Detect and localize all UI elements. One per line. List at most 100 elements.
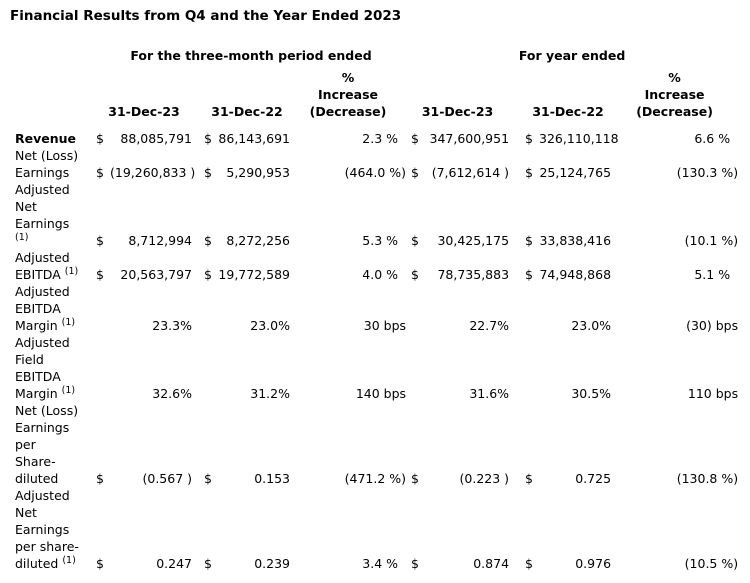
pct-change-cell: (130.3 %): [676, 165, 739, 180]
pct-change-cell: 5.1 %: [694, 267, 731, 282]
table-row: Adjusted EBITDA (1) $20,563,797 $19,772,589…: [10, 249, 738, 283]
pct-change-cell: (471.2 %): [344, 471, 407, 486]
table-row: Revenue $88,085,791 $86,143,691 2.3 % $347,6…: [10, 120, 738, 147]
value-cell: 0.976: [575, 556, 612, 571]
column-header-row: 31-Dec-23 31-Dec-22 % Increase (Decrease…: [10, 69, 738, 120]
footnote-marker: (1): [62, 555, 76, 566]
pct-change-cell: 3.4 %: [362, 556, 399, 571]
value-cell: 22.7%: [469, 318, 510, 333]
value-cell: 0.153: [254, 471, 290, 486]
table-row: Adjusted Net Earnings per share-diluted (1)…: [10, 487, 738, 572]
currency-symbol: [192, 283, 218, 334]
row-label: Net (Loss) Earnings: [15, 148, 79, 180]
page-title: Financial Results from Q4 and the Year E…: [10, 8, 402, 24]
currency-symbol: [192, 334, 218, 402]
table-row: Adjusted Field EBITDA Margin (1) 32.6% 31.2% 1…: [10, 334, 738, 402]
currency-symbol: [96, 283, 110, 334]
label-column-spacer: [10, 69, 96, 120]
currency-symbol: $: [204, 267, 212, 282]
value-cell: 0.239: [254, 556, 290, 571]
currency-symbol: [406, 334, 425, 402]
value-cell: 33,838,416: [539, 233, 612, 248]
value-cell: 30.5%: [571, 386, 612, 401]
currency-symbol: $: [96, 131, 104, 146]
value-cell: 20,563,797: [120, 267, 192, 282]
table-row: Net (Loss) Earnings per Share-diluted $ (0.56…: [10, 402, 738, 487]
value-cell: 78,735,883: [437, 267, 510, 282]
value-cell: 25,124,765: [539, 165, 612, 180]
row-label: Adjusted EBITDA (1): [15, 250, 79, 282]
pct-change-cell: 140 bps: [355, 386, 407, 401]
currency-symbol: $: [411, 471, 419, 486]
value-cell: 74,948,868: [539, 267, 612, 282]
currency-symbol: $: [411, 165, 419, 180]
col-header-y-pct-change: % Increase (Decrease): [636, 70, 713, 119]
value-cell: 31.6%: [469, 386, 510, 401]
currency-symbol: $: [525, 471, 533, 486]
currency-symbol: [509, 283, 539, 334]
value-cell: 86,143,691: [218, 131, 290, 146]
row-label: Adjusted EBITDA Margin (1): [15, 284, 76, 333]
pct-change-cell: 4.0 %: [362, 267, 399, 282]
currency-symbol: $: [525, 233, 533, 248]
currency-symbol: $: [525, 165, 533, 180]
pct-change-cell: (130.8 %): [676, 471, 739, 486]
currency-symbol: [96, 334, 110, 402]
currency-symbol: [406, 283, 425, 334]
group-header-three-month: For the three-month period ended: [130, 48, 372, 63]
col-header-q-date1: 31-Dec-23: [108, 104, 180, 119]
value-cell: 23.0%: [571, 318, 612, 333]
currency-symbol: $: [96, 471, 104, 486]
pct-change-cell: (10.1 %): [684, 233, 739, 248]
value-cell: (19,260,833 ): [110, 165, 196, 180]
currency-symbol: $: [411, 131, 419, 146]
currency-symbol: $: [411, 556, 419, 571]
col-header-y-date2: 31-Dec-22: [532, 104, 604, 119]
currency-symbol: $: [204, 233, 212, 248]
label-column-spacer: [10, 25, 96, 69]
pct-change-cell: 6.6 %: [694, 131, 731, 146]
table-body: Revenue $88,085,791 $86,143,691 2.3 % $347,6…: [10, 120, 738, 572]
value-cell: 23.3%: [152, 318, 192, 333]
row-label: Adjusted Net Earnings (1): [15, 182, 70, 243]
row-label: Net (Loss) Earnings per Share-diluted: [15, 403, 79, 486]
row-label: Adjusted Field EBITDA Margin (1): [15, 335, 76, 401]
pct-change-cell: (10.5 %): [684, 556, 739, 571]
footnote-marker: (1): [61, 385, 76, 396]
value-cell: 0.247: [156, 556, 192, 571]
currency-symbol: $: [411, 267, 419, 282]
value-cell: (0.567 ): [142, 471, 192, 486]
row-label: Revenue: [15, 131, 77, 146]
value-cell: 8,272,256: [226, 233, 290, 248]
value-cell: 30,425,175: [437, 233, 510, 248]
pct-change-cell: 30 bps: [363, 318, 407, 333]
row-label: Adjusted Net Earnings per share-diluted (1): [15, 488, 79, 571]
col-header-q-pct-change: % Increase (Decrease): [309, 70, 387, 119]
value-cell: 8,712,994: [128, 233, 192, 248]
currency-symbol: [509, 334, 539, 402]
table-row: Net (Loss) Earnings $ (19,260,833 ) $5,290,9…: [10, 147, 738, 181]
value-cell: 88,085,791: [120, 131, 192, 146]
pct-change-cell: 2.3 %: [362, 131, 399, 146]
currency-symbol: $: [96, 165, 104, 180]
currency-symbol: $: [204, 556, 212, 571]
value-cell: (0.223 ): [459, 471, 510, 486]
value-cell: (7,612,614 ): [431, 165, 510, 180]
currency-symbol: $: [96, 233, 104, 248]
currency-symbol: $: [204, 471, 212, 486]
currency-symbol: $: [525, 267, 533, 282]
value-cell: 19,772,589: [218, 267, 290, 282]
currency-symbol: $: [204, 165, 212, 180]
group-header-year: For year ended: [518, 48, 626, 63]
table-row: Adjusted EBITDA Margin (1) 23.3% 23.0% 30 bps…: [10, 283, 738, 334]
value-cell: 347,600,951: [429, 131, 510, 146]
value-cell: 5,290,953: [226, 165, 290, 180]
financial-results-table: For the three-month period ended For yea…: [10, 25, 738, 572]
value-cell: 0.725: [575, 471, 612, 486]
footnote-marker: (1): [15, 232, 29, 243]
value-cell: 31.2%: [250, 386, 290, 401]
pct-change-cell: 110 bps: [687, 386, 739, 401]
currency-symbol: $: [525, 556, 533, 571]
footnote-marker: (1): [64, 266, 79, 277]
footnote-marker: (1): [61, 317, 76, 328]
